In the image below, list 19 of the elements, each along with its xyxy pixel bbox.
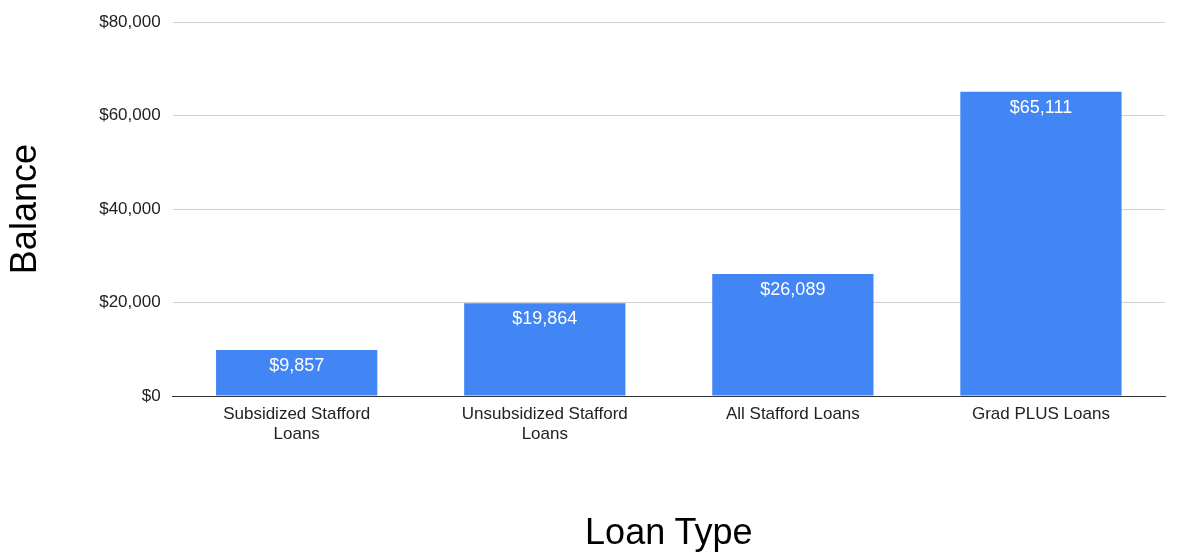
y-tick-label: $20,000 (99, 292, 161, 312)
x-tick-label: Unsubsidized Stafford Loans (461, 403, 628, 444)
bar (216, 349, 378, 396)
bar (464, 303, 626, 396)
x-axis-title: Loan Type (585, 511, 753, 553)
x-tick-label: Subsidized Stafford Loans (223, 403, 371, 444)
bar (712, 274, 874, 396)
x-tick-label: Grad PLUS Loans (971, 403, 1110, 423)
data-label: $9,857 (269, 354, 325, 375)
data-label: $26,089 (760, 279, 826, 300)
y-axis-title: Balance (2, 144, 44, 275)
bar (960, 91, 1122, 396)
data-label: $65,111 (1009, 96, 1073, 117)
y-tick-label: $80,000 (99, 11, 161, 31)
data-label: $19,864 (512, 308, 578, 329)
y-tick-label: $40,000 (99, 198, 161, 218)
y-tick-label: $0 (141, 385, 161, 405)
y-tick-label: $60,000 (99, 105, 161, 125)
x-tick-label: All Stafford Loans (725, 403, 860, 423)
